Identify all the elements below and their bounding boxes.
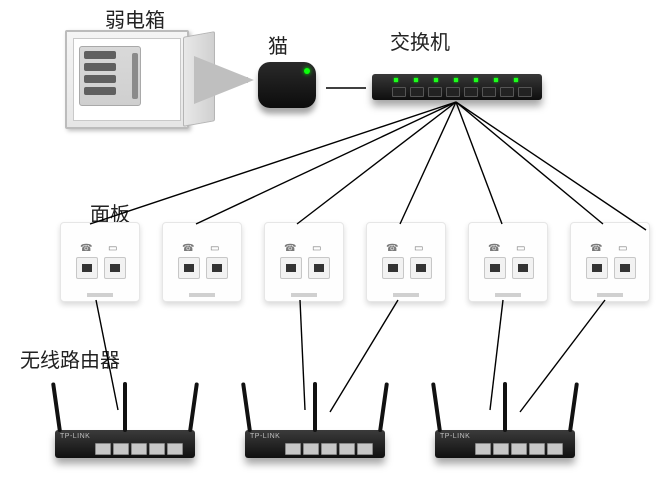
switch-device [372, 74, 542, 100]
weakbox-label: 弱电箱 [105, 4, 165, 33]
modem-label: 猫 [268, 30, 288, 59]
wireless-router-1: TP-LINK [40, 380, 210, 470]
wall-plate-2: ☎▭ [162, 222, 242, 302]
wall-plate-3: ☎▭ [264, 222, 344, 302]
switch-label: 交换机 [390, 26, 450, 55]
wall-plate-6: ☎▭ [570, 222, 650, 302]
modem-device [258, 62, 316, 108]
wall-plate-4: ☎▭ [366, 222, 446, 302]
weak-current-box [65, 30, 189, 129]
wall-plate-1: ☎▭ [60, 222, 140, 302]
wall-plate-5: ☎▭ [468, 222, 548, 302]
router-label: 无线路由器 [20, 344, 120, 373]
wireless-router-2: TP-LINK [230, 380, 400, 470]
wireless-router-3: TP-LINK [420, 380, 590, 470]
